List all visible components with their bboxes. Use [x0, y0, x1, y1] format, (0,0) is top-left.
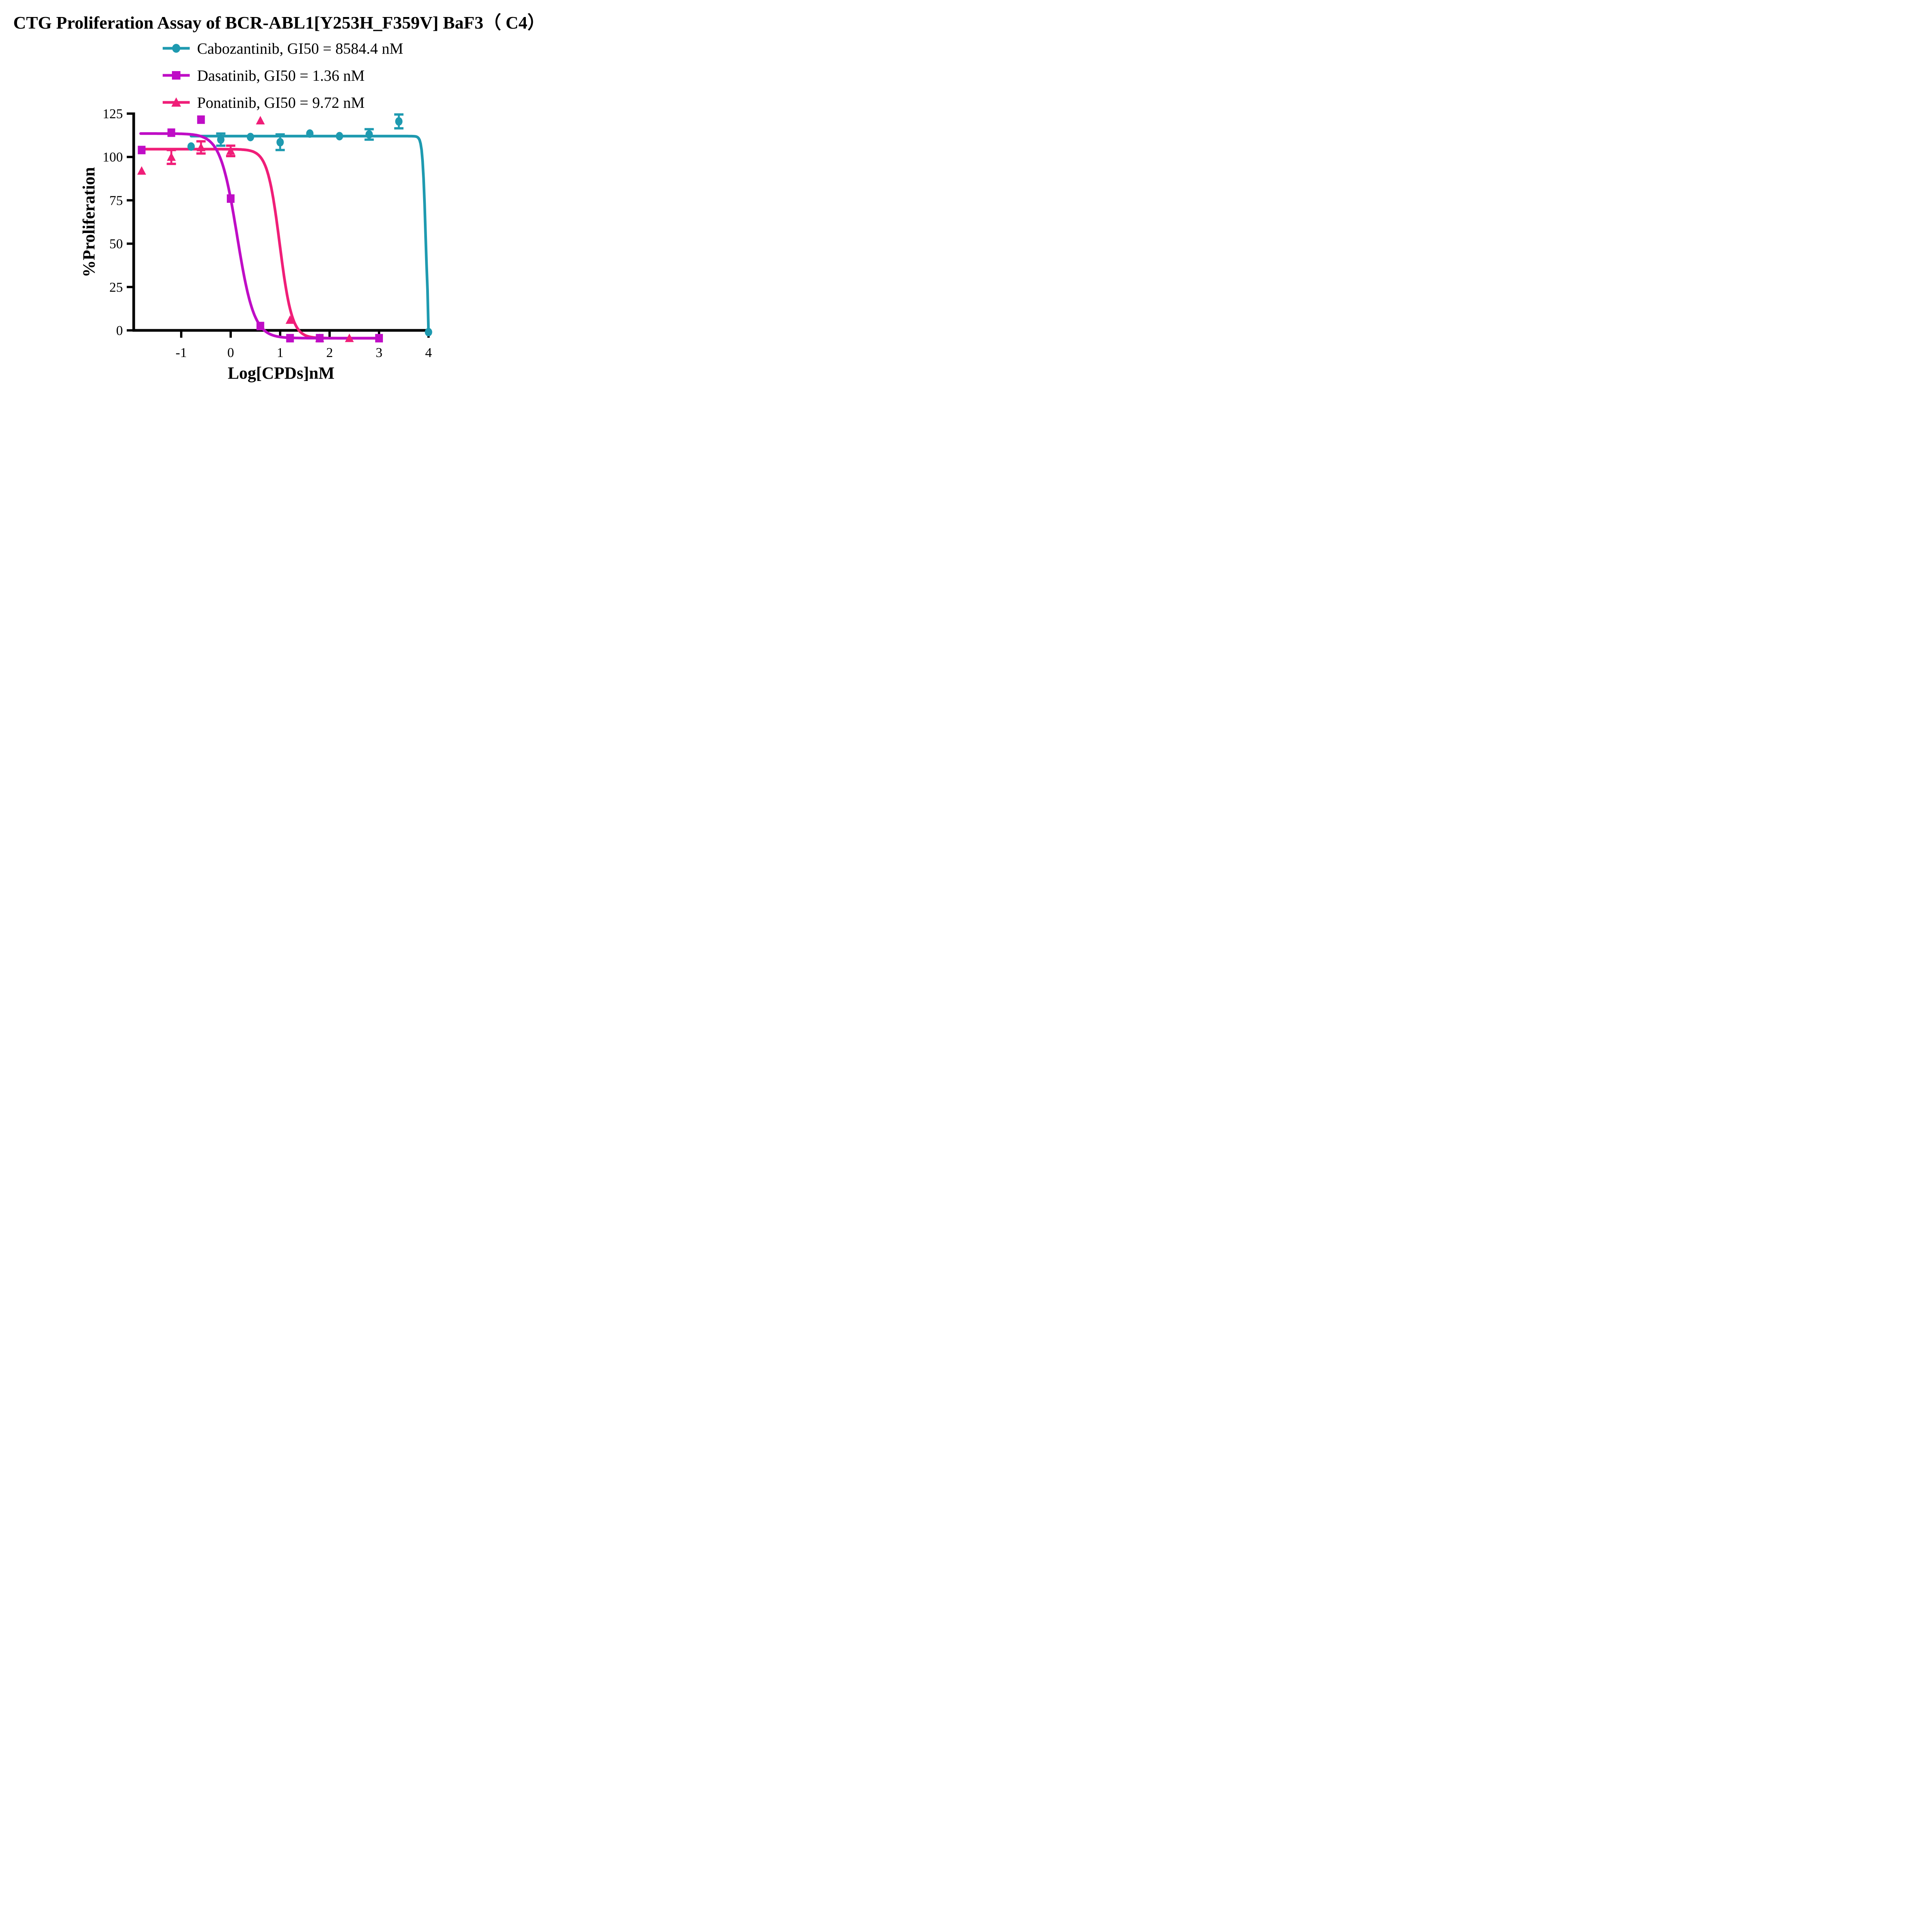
legend-item-dasatinib: Dasatinib, GI50 = 1.36 nM — [162, 66, 403, 85]
axes: 0 25 50 75 100 125 -1 0 1 2 3 4 — [103, 106, 432, 360]
chart-title: CTG Proliferation Assay of BCR-ABL1[Y253… — [13, 13, 545, 32]
y-tick-label: 125 — [103, 106, 123, 121]
legend: Cabozantinib, GI50 = 8584.4 nM Dasatinib… — [162, 39, 403, 120]
x-tick-label: 1 — [277, 345, 284, 360]
triangle-marker-icon — [163, 97, 190, 107]
points-dasatinib — [138, 115, 383, 343]
legend-label-dasatinib: Dasatinib, GI50 = 1.36 nM — [197, 66, 365, 84]
legend-item-ponatinib: Ponatinib, GI50 = 9.72 nM — [162, 93, 403, 112]
legend-label-cabozantinib: Cabozantinib, GI50 = 8584.4 nM — [197, 39, 403, 57]
x-tick-label: 3 — [376, 345, 383, 360]
dose-response-figure: CTG Proliferation Assay of BCR-ABL1[Y253… — [0, 0, 558, 387]
legend-label-ponatinib: Ponatinib, GI50 = 9.72 nM — [197, 94, 365, 111]
y-tick-label: 0 — [116, 323, 123, 338]
y-axis-title: %Proliferation — [79, 167, 99, 277]
plot-area: 0 25 50 75 100 125 -1 0 1 2 3 4 — [103, 106, 432, 360]
points-ponatinib — [137, 116, 354, 342]
x-tick-label: 2 — [326, 345, 333, 360]
square-marker-icon — [163, 71, 190, 80]
curve-cabozantinib — [190, 134, 430, 333]
curve-ponatinib — [139, 148, 381, 340]
circle-marker-icon — [163, 44, 190, 53]
curve-dasatinib — [139, 132, 383, 340]
x-tick-label: 0 — [227, 345, 234, 360]
points-cabozantinib — [187, 113, 432, 337]
y-tick-label: 25 — [109, 280, 123, 295]
legend-item-cabozantinib: Cabozantinib, GI50 = 8584.4 nM — [162, 39, 403, 58]
y-tick-label: 100 — [103, 150, 123, 165]
y-tick-label: 75 — [109, 193, 123, 208]
x-tick-label: 4 — [425, 345, 432, 360]
y-tick-label: 50 — [109, 236, 123, 252]
x-tick-label: -1 — [175, 345, 187, 360]
x-axis-title: Log[CPDs]nM — [228, 364, 335, 383]
